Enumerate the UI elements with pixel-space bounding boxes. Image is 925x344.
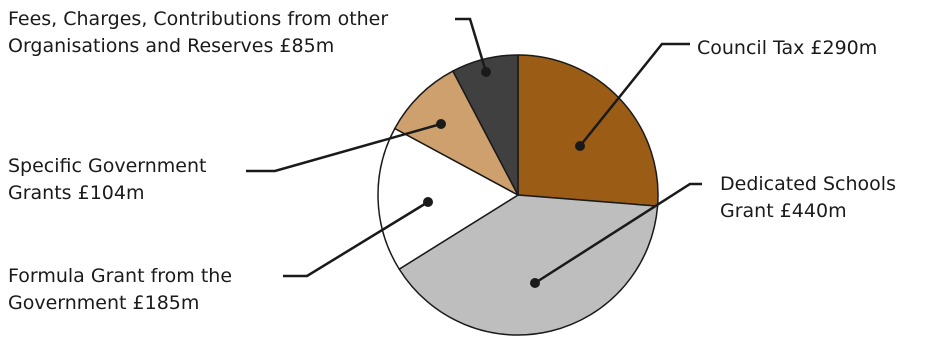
slice-label-line: Formula Grant from the <box>8 265 232 287</box>
pie-slice-dedicated-schools-grant <box>398 194 659 336</box>
slice-label-line: Grant £440m <box>720 200 847 222</box>
slice-label-formula-grant: Formula Grant from the Government £185m <box>8 265 232 314</box>
slice-label-line: Organisations and Reserves £85m <box>8 35 334 57</box>
callout-dot-specific-government-grants <box>436 119 446 129</box>
callout-dot-formula-grant <box>423 197 433 207</box>
callout-dot-fees-charges-reserves <box>481 67 491 77</box>
slice-label-dedicated-schools-grant: Dedicated Schools Grant £440m <box>720 173 896 222</box>
callout-line-formula-grant <box>283 200 429 278</box>
slice-label-line: Fees, Charges, Contributions from other <box>8 8 388 30</box>
pie-slice-council-tax <box>517 54 659 207</box>
callout-line-fees-charges-reserves <box>455 17 488 73</box>
pie-slice-specific-government-grants <box>394 70 519 196</box>
slice-label-council-tax: Council Tax £290m <box>697 37 877 59</box>
slice-label-line: Specific Government <box>8 155 206 177</box>
callout-dot-dedicated-schools-grant <box>530 278 540 288</box>
callout-line-specific-government-grants <box>246 122 442 173</box>
slice-label-line: Grants £104m <box>8 182 144 204</box>
slice-label-line: Government £185m <box>8 292 199 314</box>
pie-labels: Council Tax £290m Dedicated Schools Grant … <box>8 8 896 314</box>
slice-label-line: Dedicated Schools <box>720 173 896 195</box>
callout-dot-council-tax <box>575 141 585 151</box>
slice-label-line: Council Tax £290m <box>697 37 877 59</box>
callout-line-dedicated-schools-grant <box>534 182 702 285</box>
pie-callouts <box>246 17 702 288</box>
slice-label-specific-government-grants: Specific Government Grants £104m <box>8 155 206 204</box>
slice-label-fees-charges-reserves: Fees, Charges, Contributions from other O… <box>8 8 388 57</box>
callout-line-council-tax <box>579 42 690 147</box>
pie-slices <box>377 54 659 336</box>
pie-slice-fees-charges-reserves <box>452 54 519 196</box>
